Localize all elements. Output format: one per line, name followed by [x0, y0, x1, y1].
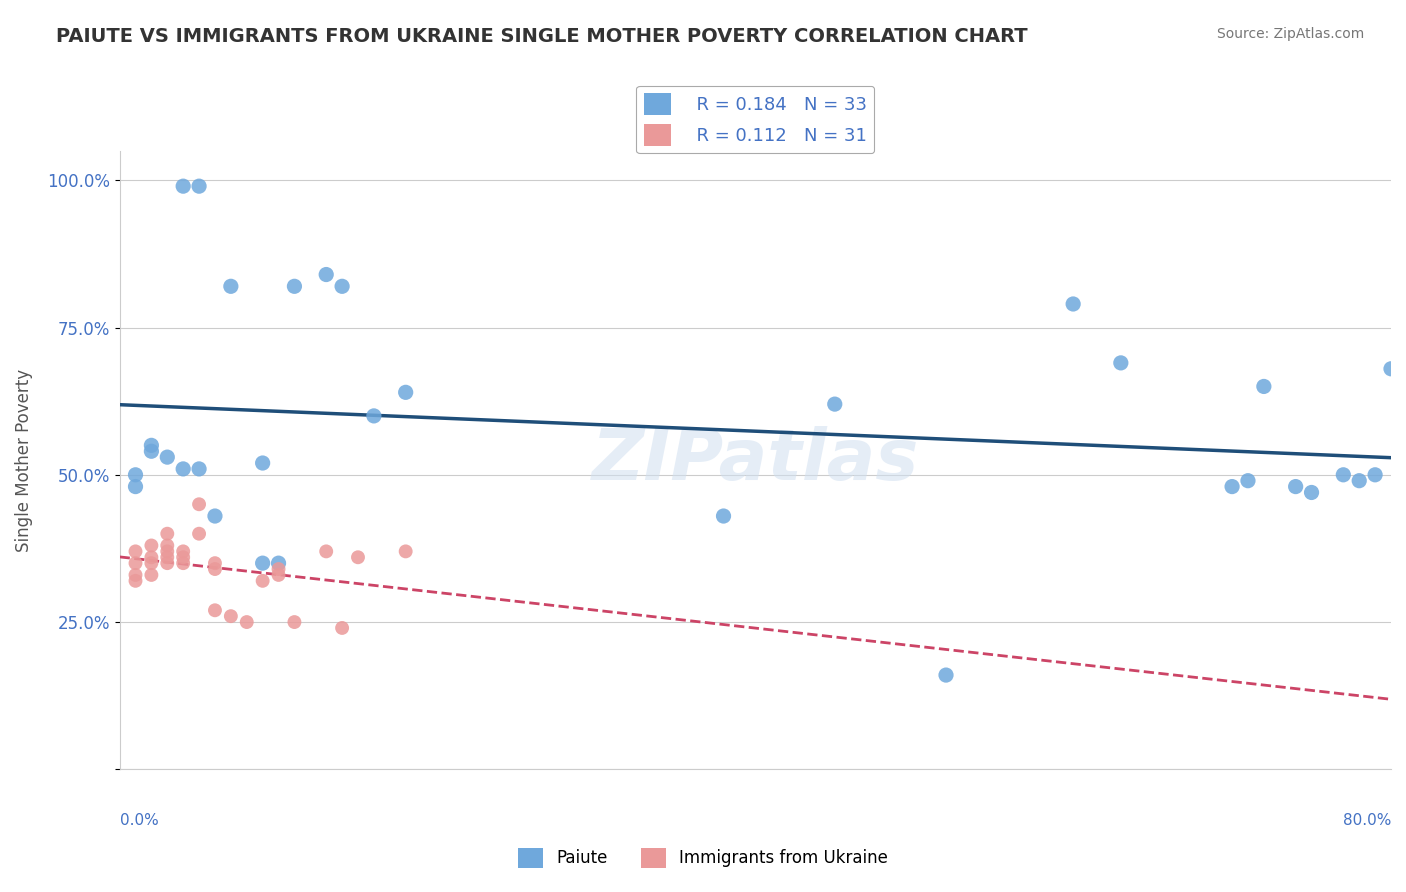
- Legend:   R = 0.184   N = 33,   R = 0.112   N = 31: R = 0.184 N = 33, R = 0.112 N = 31: [637, 86, 875, 153]
- Point: [188, 497, 211, 511]
- Point: [141, 556, 163, 570]
- Point: [172, 462, 194, 476]
- Point: [124, 479, 146, 493]
- Text: PAIUTE VS IMMIGRANTS FROM UKRAINE SINGLE MOTHER POVERTY CORRELATION CHART: PAIUTE VS IMMIGRANTS FROM UKRAINE SINGLE…: [56, 27, 1028, 45]
- Point: [188, 526, 211, 541]
- Point: [204, 562, 226, 576]
- Point: [935, 668, 957, 682]
- Text: 80.0%: 80.0%: [1343, 813, 1391, 828]
- Point: [188, 462, 211, 476]
- Point: [141, 444, 163, 458]
- Point: [395, 544, 418, 558]
- Point: [124, 574, 146, 588]
- Point: [141, 539, 163, 553]
- Point: [1285, 479, 1308, 493]
- Point: [124, 568, 146, 582]
- Point: [1062, 297, 1084, 311]
- Point: [824, 397, 846, 411]
- Point: [204, 509, 226, 524]
- Point: [156, 526, 179, 541]
- Point: [204, 556, 226, 570]
- Point: [252, 574, 274, 588]
- Point: [1331, 467, 1354, 482]
- Point: [363, 409, 385, 423]
- Point: [267, 556, 290, 570]
- Point: [252, 556, 274, 570]
- Text: ZIPatlas: ZIPatlas: [592, 425, 920, 494]
- Point: [395, 385, 418, 400]
- Point: [156, 556, 179, 570]
- Point: [252, 456, 274, 470]
- Text: 0.0%: 0.0%: [120, 813, 159, 828]
- Point: [219, 279, 242, 293]
- Point: [315, 544, 337, 558]
- Point: [713, 509, 735, 524]
- Point: [156, 550, 179, 565]
- Point: [347, 550, 370, 565]
- Point: [330, 279, 353, 293]
- Point: [1253, 379, 1275, 393]
- Point: [1379, 361, 1402, 376]
- Point: [172, 544, 194, 558]
- Point: [156, 544, 179, 558]
- Point: [172, 179, 194, 194]
- Point: [1364, 467, 1386, 482]
- Text: Source: ZipAtlas.com: Source: ZipAtlas.com: [1216, 27, 1364, 41]
- Point: [315, 268, 337, 282]
- Point: [1220, 479, 1243, 493]
- Point: [235, 615, 257, 629]
- Point: [219, 609, 242, 624]
- Point: [141, 438, 163, 452]
- Point: [1237, 474, 1260, 488]
- Point: [204, 603, 226, 617]
- Point: [267, 568, 290, 582]
- Point: [172, 556, 194, 570]
- Point: [1301, 485, 1323, 500]
- Y-axis label: Single Mother Poverty: Single Mother Poverty: [15, 368, 32, 551]
- Point: [188, 179, 211, 194]
- Point: [267, 562, 290, 576]
- Point: [156, 450, 179, 464]
- Point: [283, 279, 305, 293]
- Point: [283, 615, 305, 629]
- Point: [156, 539, 179, 553]
- Point: [1109, 356, 1132, 370]
- Point: [141, 550, 163, 565]
- Point: [172, 550, 194, 565]
- Point: [124, 467, 146, 482]
- Point: [124, 544, 146, 558]
- Legend: Paiute, Immigrants from Ukraine: Paiute, Immigrants from Ukraine: [512, 841, 894, 875]
- Point: [1348, 474, 1371, 488]
- Point: [330, 621, 353, 635]
- Point: [124, 556, 146, 570]
- Point: [141, 568, 163, 582]
